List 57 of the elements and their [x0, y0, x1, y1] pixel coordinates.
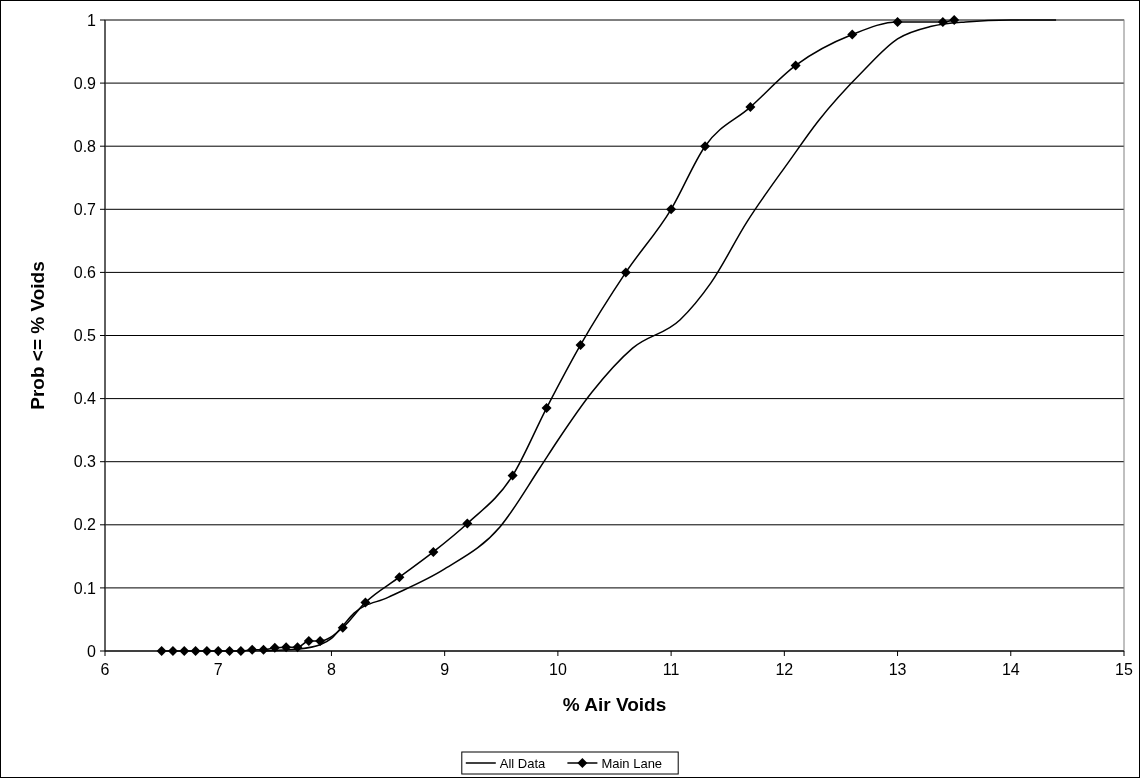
x-tick-label: 10	[548, 661, 567, 678]
x-tick-label: 14	[1001, 661, 1020, 678]
point	[394, 572, 405, 583]
x-tick-label: 8	[326, 661, 336, 678]
y-tick-label: 0.8	[73, 137, 97, 155]
x-tick-label: 7	[213, 661, 223, 678]
point	[620, 267, 631, 278]
point	[167, 646, 178, 656]
point	[315, 635, 326, 646]
y-tick-label: 0.5	[73, 327, 97, 345]
y-tick-label: 0.1	[73, 579, 97, 597]
x-tick-label: 15	[1115, 661, 1133, 678]
point	[847, 29, 858, 40]
point	[462, 518, 473, 529]
point	[179, 646, 190, 656]
x-tick-label: 12	[775, 661, 794, 678]
point	[247, 644, 258, 655]
y-tick-label: 0.2	[73, 516, 97, 534]
y-axis-title: Prob <= % Voids	[27, 261, 48, 410]
x-tick-label: 9	[440, 661, 450, 678]
y-tick-label: 0.9	[73, 74, 97, 92]
point	[507, 470, 518, 481]
point	[360, 597, 371, 608]
point	[541, 403, 552, 414]
x-tick-label: 11	[662, 661, 680, 678]
point	[213, 646, 224, 656]
point	[428, 546, 439, 557]
point	[949, 15, 960, 25]
y-tick-label: 0.6	[73, 264, 97, 281]
point	[190, 646, 201, 656]
point	[892, 16, 903, 27]
point	[224, 646, 235, 656]
point	[666, 204, 677, 215]
x-axis-title: % Air Voids	[562, 694, 667, 715]
y-tick-label: 0.3	[73, 453, 97, 471]
y-tick-label: 0.7	[73, 200, 97, 218]
point	[235, 646, 246, 656]
point	[790, 60, 801, 71]
point	[700, 141, 711, 152]
point	[156, 646, 167, 656]
y-tick-label: 0.4	[73, 390, 97, 408]
point	[745, 102, 756, 113]
point	[575, 339, 586, 350]
y-tick-label: 1	[87, 11, 97, 29]
legend-label: Main Lane	[601, 755, 663, 771]
point	[292, 642, 303, 653]
x-tick-label: 13	[888, 661, 907, 678]
y-tick-label: 0	[87, 642, 97, 660]
point	[337, 622, 348, 633]
point	[281, 642, 292, 653]
point	[303, 635, 314, 646]
x-tick-label: 6	[100, 661, 110, 678]
point	[269, 642, 280, 653]
point	[937, 16, 948, 27]
legend-label: All Data	[499, 755, 547, 771]
point	[258, 644, 269, 655]
point	[201, 646, 212, 656]
